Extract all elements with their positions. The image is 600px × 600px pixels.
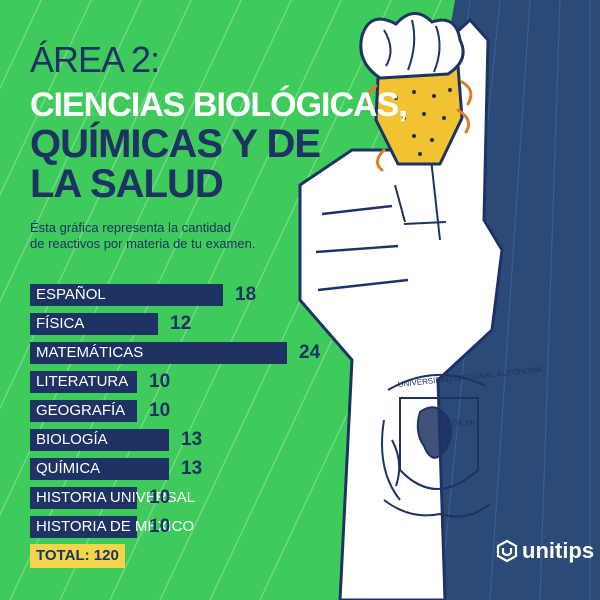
chart-description: Ésta gráfica representa la cantidad de r…	[30, 220, 330, 252]
bar-value-1: 12	[170, 313, 192, 334]
page-title-line-3: LA SALUD	[30, 162, 224, 206]
area-label: ÁREA 2:	[30, 39, 160, 80]
bar-value-0: 18	[235, 284, 257, 305]
chart-description-line-2: de reactivos por materia de tu examen.	[30, 236, 256, 251]
bar-value-2: 24	[299, 342, 321, 363]
bar-value-8: 10	[149, 516, 171, 537]
brand-logo: unitips	[496, 538, 594, 564]
bar-6	[30, 458, 169, 480]
bar-label-6: QUÍMICA	[36, 460, 101, 477]
bar-label-1: FÍSICA	[36, 315, 85, 332]
bar-1	[30, 313, 158, 335]
bar-value-3: 10	[149, 371, 171, 392]
bar-3	[30, 371, 137, 393]
bar-0	[30, 284, 223, 306]
bar-4	[30, 400, 137, 422]
strawberry-heart-icon	[359, 12, 473, 172]
hand-illustration	[298, 18, 504, 600]
bar-2	[30, 342, 287, 364]
bar-label-7: HISTORIA UNIVERSAL	[36, 489, 195, 506]
bar-value-6: 13	[181, 458, 203, 479]
svg-text:POR MI: POR MI	[446, 419, 474, 428]
unitips-logo-icon	[496, 539, 518, 563]
bar-value-7: 10	[149, 487, 171, 508]
page-title-line-1: CIENCIAS BIOLÓGICAS,	[30, 86, 408, 124]
total-badge: TOTAL: 120	[30, 544, 125, 568]
bar-5	[30, 429, 169, 451]
bar-7	[30, 487, 137, 509]
bar-8	[30, 516, 137, 538]
bar-value-5: 13	[181, 429, 203, 450]
bar-label-5: BIOLOGÍA	[36, 431, 108, 448]
chart-description-line-1: Ésta gráfica representa la cantidad	[30, 220, 231, 235]
bar-label-3: LITERATURA	[36, 373, 129, 390]
bar-label-0: ESPAÑOL	[36, 286, 106, 303]
bar-value-4: 10	[149, 400, 171, 421]
bar-label-4: GEOGRAFÍA	[36, 402, 126, 419]
page-title-line-2: QUÍMICAS Y DE	[30, 122, 321, 166]
bar-label-8: HISTORIA DE MÉXICO	[36, 518, 195, 535]
brand-name: unitips	[522, 538, 595, 563]
bar-label-2: MATEMÁTICAS	[36, 344, 144, 361]
